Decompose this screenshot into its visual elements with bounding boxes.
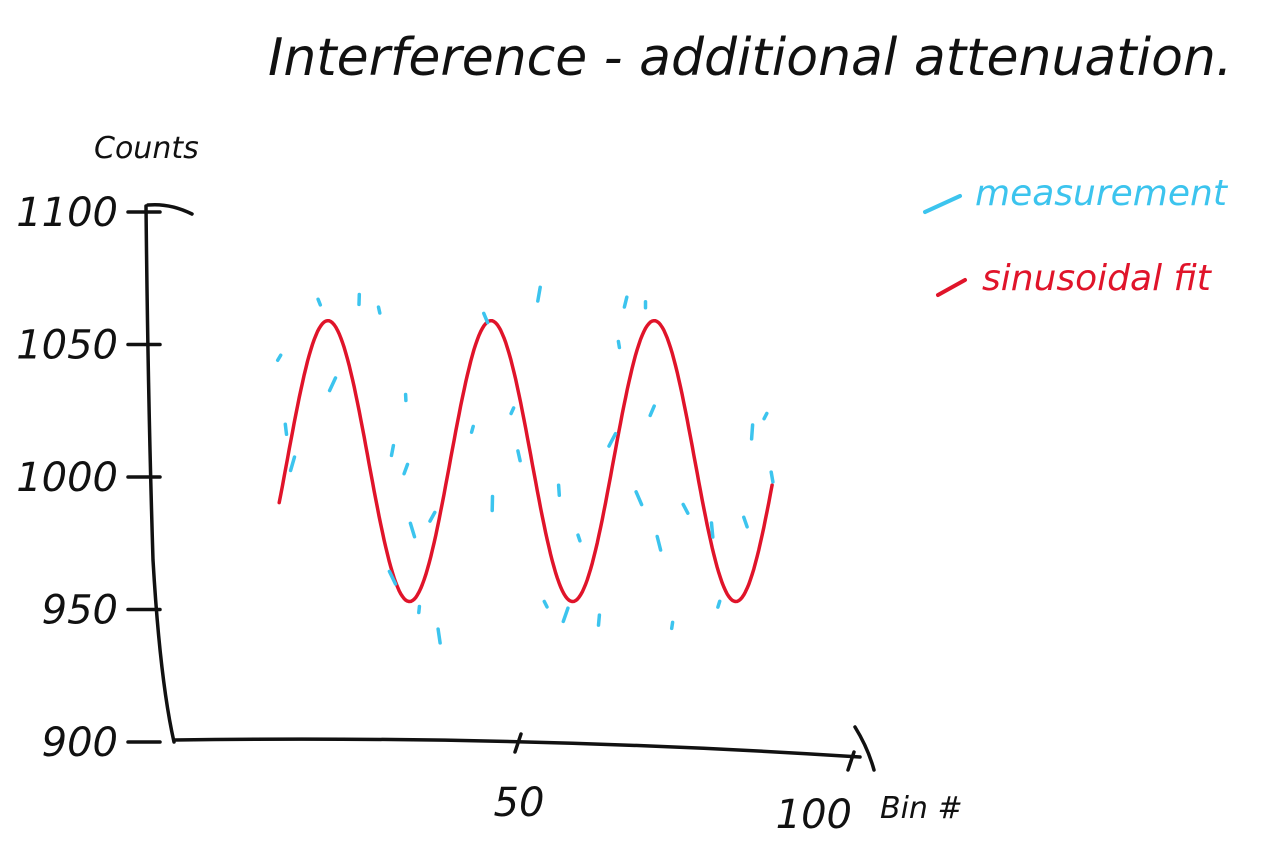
- measurement-point: [648, 404, 656, 418]
- legend-swatch-measurement: [923, 194, 962, 214]
- measurement-point: [596, 613, 602, 627]
- x-axis-end-hook: [853, 725, 876, 772]
- measurement-point: [275, 353, 283, 363]
- y-tick-label: 1100: [16, 190, 118, 236]
- measurement-point: [516, 449, 522, 463]
- measurement-point: [327, 376, 338, 393]
- measurement-point: [387, 569, 398, 586]
- legend-label-sinusoidal-fit: sinusoidal fit: [982, 258, 1213, 299]
- chart-title: Interference - additional attenuation.: [268, 28, 1232, 88]
- measurement-point: [742, 515, 749, 529]
- y-axis-line: [144, 204, 176, 744]
- measurement-point: [436, 627, 442, 645]
- measurement-point: [709, 521, 715, 539]
- y-axis-label: Counts: [94, 131, 199, 166]
- measurement-point: [389, 443, 396, 458]
- measurement-point: [509, 406, 516, 416]
- legend: measurement sinusoidal fit: [923, 173, 1229, 299]
- measurement-point: [561, 606, 570, 624]
- measurement-point: [376, 305, 382, 315]
- measurement-point: [316, 297, 323, 307]
- measurement-point: [417, 604, 422, 615]
- measurement-point: [556, 483, 562, 497]
- measurement-point: [762, 411, 769, 421]
- y-tick-label: 900: [42, 720, 118, 766]
- measurement-point: [769, 470, 775, 484]
- measurement-point: [669, 620, 675, 631]
- y-tick-label: 1050: [16, 323, 118, 369]
- series-sinusoidal-fit-line: [277, 318, 774, 604]
- measurement-point: [542, 599, 549, 609]
- measurement-point: [622, 295, 629, 309]
- measurement-point: [634, 490, 644, 507]
- x-tick-mark: [513, 732, 523, 754]
- y-axis-flag: [146, 202, 194, 216]
- y-tick-label: 950: [42, 588, 118, 634]
- measurement-point: [482, 311, 490, 325]
- x-axis-ticks: 50 100: [494, 732, 856, 838]
- measurement-point: [749, 423, 755, 441]
- measurement-point: [469, 424, 475, 434]
- measurement-point: [283, 422, 289, 437]
- series-measurement-points: [275, 285, 775, 645]
- measurement-point: [536, 285, 542, 303]
- measurement-point: [607, 431, 618, 448]
- x-tick-label: 50: [494, 780, 545, 826]
- x-axis-label: Bin #: [880, 791, 963, 826]
- y-axis-ticks: 1100 1050 1000 950 900: [16, 190, 162, 766]
- x-tick-mark: [846, 750, 856, 772]
- legend-label-measurement: measurement: [975, 173, 1229, 214]
- measurement-point: [402, 462, 410, 476]
- measurement-point: [616, 339, 622, 350]
- measurement-point: [655, 534, 663, 552]
- x-tick-label: 100: [776, 792, 852, 838]
- measurement-point: [408, 521, 417, 539]
- measurement-point: [288, 455, 297, 473]
- measurement-point: [576, 533, 582, 543]
- y-tick-label: 1000: [16, 455, 118, 501]
- measurement-point: [428, 510, 437, 523]
- legend-swatch-sinusoidal-fit: [936, 278, 967, 297]
- measurement-point: [716, 599, 722, 609]
- measurement-point: [681, 502, 690, 515]
